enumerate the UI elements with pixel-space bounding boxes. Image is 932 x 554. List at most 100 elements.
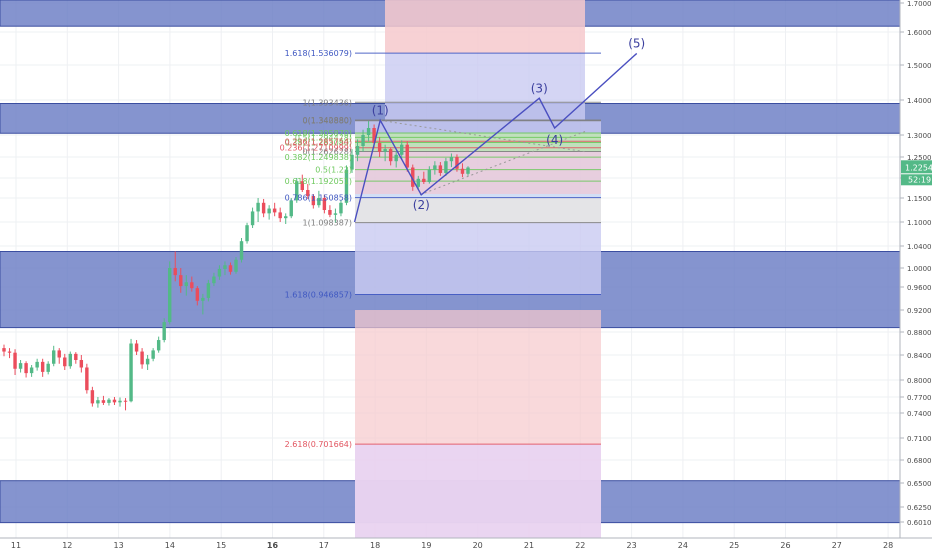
- candle-body: [366, 128, 371, 135]
- time-axis-bg: [0, 538, 932, 550]
- fib-ext-blue: [385, 53, 585, 120]
- fib-retracement-label: 0(1.342880): [302, 116, 352, 125]
- candle-body: [306, 190, 310, 196]
- fib-zone-purple: [355, 444, 601, 538]
- candle-body: [250, 211, 255, 226]
- candle-body: [206, 283, 211, 298]
- price-tick-label: 0.601000: [907, 519, 932, 527]
- price-tick-label: 0.680000: [907, 457, 932, 465]
- candle-body: [162, 322, 166, 341]
- fib-retracement-label: 0.618(1.305870): [285, 129, 352, 138]
- countdown-tag: [901, 174, 932, 186]
- candle-body: [438, 165, 443, 173]
- candle-body: [267, 208, 271, 214]
- candle-body: [129, 343, 133, 402]
- price-tick-label: 1.000000: [907, 265, 932, 273]
- price-tick-label: 1.300000: [907, 132, 932, 140]
- wave-label: (4): [546, 133, 563, 147]
- time-tick-label: 14: [165, 541, 175, 550]
- fib-ext-red: [385, 0, 585, 54]
- price-tick-label: 0.960000: [907, 284, 932, 292]
- time-tick-label: 19: [421, 541, 431, 550]
- last-price-label: 1.225483: [905, 163, 932, 172]
- candle-body: [256, 202, 260, 212]
- time-axis[interactable]: 11 12 13 14 15 16 17 18 19 20 21 22 23 24 25 26 27 28: [0, 537, 932, 550]
- time-tick-label: 16: [267, 541, 279, 550]
- candle-body: [333, 213, 338, 215]
- candle-body: [118, 400, 122, 403]
- candle-body: [29, 367, 34, 374]
- fib-retracement-label: 0(1.262628): [302, 147, 352, 156]
- time-tick-label: 24: [678, 541, 688, 550]
- candle-body: [85, 367, 89, 391]
- fib-zones: [355, 0, 601, 538]
- candle-body: [52, 350, 56, 364]
- candle-body: [284, 216, 288, 219]
- candle-body: [201, 297, 205, 301]
- last-price-tag: [901, 160, 932, 174]
- fib-zone-gray: [355, 198, 601, 223]
- time-tick-label: 27: [832, 541, 842, 550]
- fib-labels: 1(1.393436)0(1.342880)0.618(1.305870)0.5…: [280, 49, 352, 449]
- candle-body: [388, 149, 393, 162]
- price-axis-bg: [900, 0, 932, 550]
- price-tick-label: 1.150000: [907, 195, 932, 203]
- candle-body: [40, 361, 45, 372]
- fib-zone-lightblue: [355, 194, 601, 198]
- candle-body: [24, 363, 28, 374]
- price-tick-label: 0.710000: [907, 435, 932, 443]
- fib-extension-label: 1.618(1.536079): [285, 49, 352, 58]
- price-tick-label: 1.600000: [907, 29, 932, 37]
- candle-body: [79, 360, 84, 368]
- wave-label: (5): [628, 36, 645, 50]
- candle-body: [361, 135, 365, 146]
- candle-body: [234, 259, 238, 272]
- wave-path: [353, 52, 638, 223]
- candle-body: [245, 225, 249, 242]
- candle-body: [339, 202, 343, 214]
- candle-body: [350, 154, 354, 170]
- candle-body: [123, 400, 128, 402]
- candle-body: [156, 340, 161, 351]
- candle-body: [377, 142, 382, 152]
- candle-body: [295, 181, 299, 201]
- candle-body: [101, 400, 106, 403]
- price-tick-label: 0.840000: [907, 352, 932, 360]
- price-axis[interactable]: 1.700000 1.600000 1.500000 1.400000 1.300000…: [899, 0, 932, 550]
- time-tick-label: 26: [780, 541, 790, 550]
- candle-body: [261, 202, 266, 214]
- time-tick-label: 23: [627, 541, 637, 550]
- candle-body: [195, 288, 200, 301]
- candle-body: [322, 198, 327, 210]
- fib-extension-label: 0.786(1.150858): [285, 194, 352, 203]
- candle-body: [422, 178, 426, 182]
- candle-body: [168, 268, 172, 323]
- fib-extension-label: 1(1.098387): [302, 219, 352, 228]
- time-tick-label: 25: [729, 541, 739, 550]
- candle-body: [317, 198, 321, 206]
- candle-body: [355, 146, 360, 155]
- price-tick-label: 0.880000: [907, 329, 932, 337]
- candle-body: [460, 168, 465, 174]
- candle-body: [328, 210, 332, 215]
- candle-body: [140, 351, 144, 365]
- candles: [2, 121, 470, 411]
- fib-retracement-label: 0.382(1.283080): [285, 138, 352, 147]
- candle-body: [449, 157, 454, 162]
- candle-body: [179, 275, 183, 287]
- price-tick-label: 0.625000: [907, 504, 932, 512]
- time-tick-label: 21: [524, 541, 534, 550]
- candle-body: [466, 167, 470, 174]
- candle-body: [372, 128, 376, 143]
- candle-body: [2, 348, 6, 352]
- candle-body: [173, 268, 177, 276]
- time-tick-label: 20: [473, 541, 483, 550]
- candle-body: [217, 268, 222, 277]
- price-tick-label: 0.800000: [907, 377, 932, 385]
- candle-body: [223, 265, 227, 269]
- candle-body: [35, 361, 39, 368]
- candle-body: [112, 399, 117, 403]
- candle-body: [427, 169, 432, 182]
- candle-body: [18, 363, 23, 369]
